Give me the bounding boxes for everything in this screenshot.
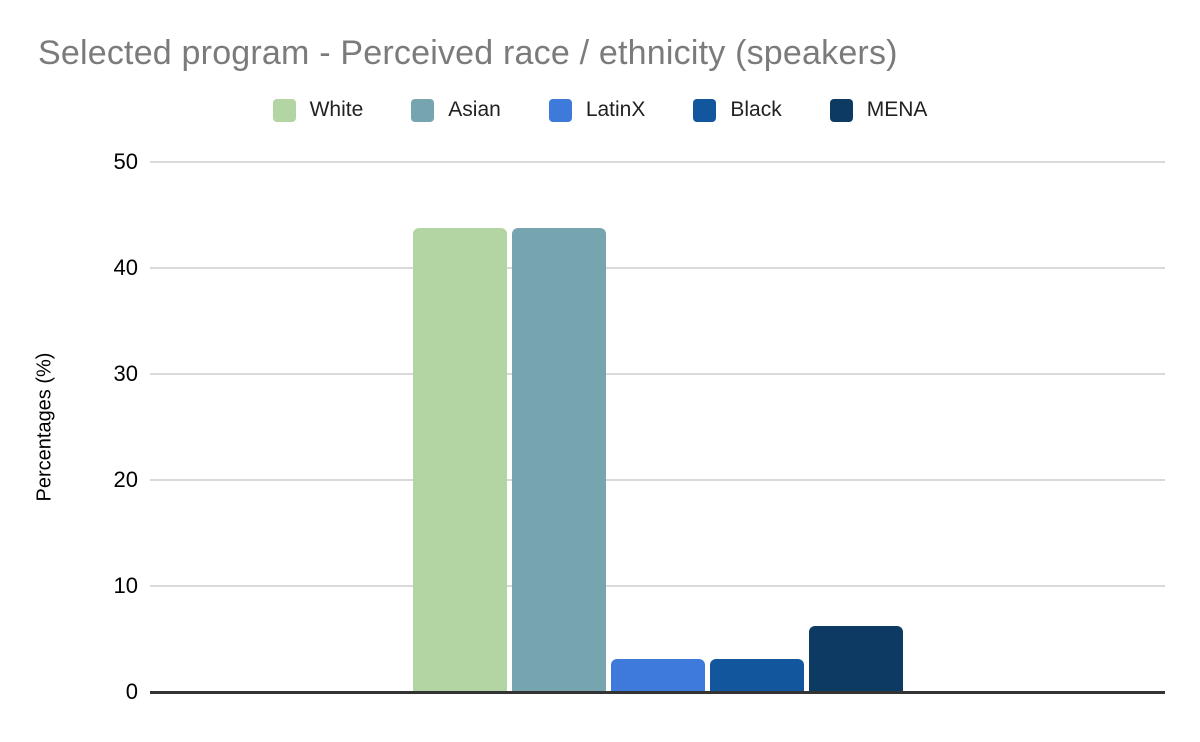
legend: White Asian LatinX Black MENA	[0, 98, 1200, 122]
y-tick-label-20: 20	[113, 467, 138, 492]
legend-swatch-icon	[829, 98, 853, 122]
bar-mena[interactable]	[809, 625, 903, 692]
legend-swatch-icon	[548, 98, 572, 122]
gridline-10	[150, 585, 1165, 587]
y-tick-label-30: 30	[113, 361, 138, 386]
gridline-50	[150, 161, 1165, 163]
legend-item-label: White	[309, 98, 364, 121]
y-tick-label-10: 10	[113, 573, 138, 598]
y-tick-label-0: 0	[125, 679, 138, 704]
y-tick-label-50: 50	[113, 149, 138, 174]
legend-item-label: LatinX	[585, 98, 646, 121]
legend-item-label: MENA	[866, 98, 928, 121]
gridline-20	[150, 479, 1165, 481]
gridline-30	[150, 373, 1165, 375]
y-axis-title: Percentages (%)	[33, 352, 56, 502]
x-axis-baseline	[150, 691, 1165, 694]
legend-swatch-icon	[411, 98, 435, 122]
y-tick-label-40: 40	[113, 255, 138, 280]
gridline-40	[150, 267, 1165, 269]
legend-item-black[interactable]: Black	[693, 98, 782, 122]
chart-title: Selected program - Perceived race / ethn…	[38, 34, 898, 72]
legend-item-mena[interactable]: MENA	[829, 98, 928, 122]
bar-white[interactable]	[413, 228, 507, 692]
legend-item-asian[interactable]: Asian	[411, 98, 501, 122]
legend-item-label: Asian	[448, 98, 501, 121]
legend-swatch-icon	[272, 98, 296, 122]
bar-asian[interactable]	[512, 228, 606, 692]
legend-swatch-icon	[693, 98, 717, 122]
legend-item-label: Black	[730, 98, 782, 121]
plot-area	[150, 161, 1165, 694]
bar-black[interactable]	[710, 658, 804, 692]
bar-latinx[interactable]	[611, 658, 705, 692]
legend-item-latinx[interactable]: LatinX	[548, 98, 646, 122]
legend-item-white[interactable]: White	[272, 98, 364, 122]
